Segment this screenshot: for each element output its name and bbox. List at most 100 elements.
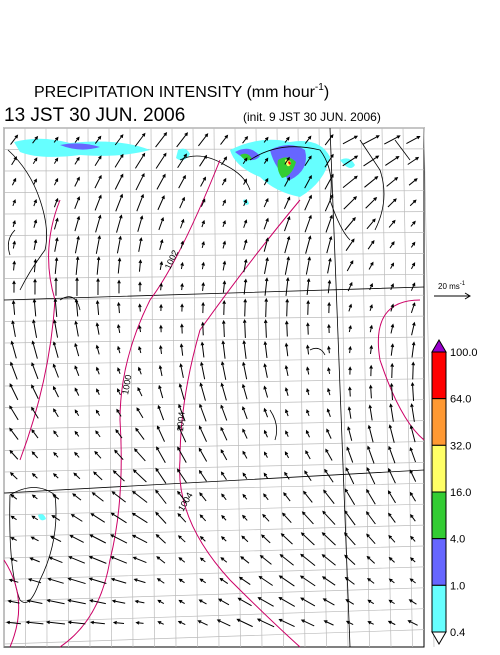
wind-arrow: [365, 196, 378, 209]
wind-arrow-shape: [409, 491, 416, 502]
wind-arrow: [89, 534, 107, 544]
wind-arrow-shape: [10, 494, 18, 500]
wind-arrow: [111, 491, 126, 503]
grid-line: [402, 127, 413, 648]
wind-arrow-shape: [306, 299, 310, 315]
title: PRECIPITATION INTENSITY (mm hour-1): [34, 82, 329, 101]
wind-arrow-shape: [410, 403, 415, 422]
wind-arrow-shape: [263, 197, 269, 208]
wind-arrow-shape: [53, 136, 59, 143]
wind-arrow: [263, 340, 268, 358]
wind-arrow-shape: [74, 451, 80, 458]
wind-arrow-shape: [201, 281, 205, 292]
wind-arrow: [90, 513, 106, 523]
wind-arrow-shape: [53, 408, 59, 418]
wind-arrow-shape: [278, 618, 295, 628]
grid-line: [3, 420, 425, 430]
wind-arrow: [177, 490, 187, 503]
wind-arrow-shape: [200, 198, 206, 207]
wind-arrow-shape: [116, 235, 122, 254]
wind-arrow-shape: [300, 619, 315, 627]
wind-arrow: [67, 598, 86, 605]
colorbar-label: 64.0: [450, 394, 471, 406]
wind-arrow: [12, 199, 16, 207]
wind-arrow-shape: [219, 577, 229, 584]
wind-arrow-shape: [242, 450, 248, 459]
wind-arrow-shape: [94, 135, 102, 144]
wind-arrow-shape: [12, 240, 16, 249]
wind-arrow-shape: [285, 277, 290, 296]
wind-arrow: [67, 620, 86, 625]
wind-arrow-shape: [279, 554, 294, 566]
wind-arrow-shape: [137, 386, 143, 397]
wind-arrow: [180, 218, 185, 229]
wind-arrow: [284, 342, 289, 357]
wind-arrow-shape: [199, 154, 208, 167]
wind-arrow: [199, 154, 208, 167]
wind-arrow: [135, 172, 145, 191]
wind-arrow: [243, 178, 247, 185]
wind-arrow-shape: [326, 428, 332, 439]
wind-arrow-shape: [369, 364, 373, 377]
wind-arrow: [284, 156, 290, 165]
wind-arrow-shape: [30, 536, 39, 542]
wind-arrow: [159, 324, 163, 333]
wind-arrow-shape: [390, 323, 395, 334]
grid-line: [3, 545, 425, 559]
wind-arrow: [110, 577, 127, 584]
wind-arrow-shape: [88, 555, 107, 564]
wind-arrow: [242, 472, 248, 479]
wind-arrow: [115, 193, 124, 212]
wind-arrow-shape: [198, 447, 208, 462]
wind-arrow: [263, 197, 269, 208]
wind-arrow-shape: [25, 620, 44, 625]
wind-arrow: [300, 532, 315, 546]
wind-arrow: [201, 241, 205, 249]
wind-arrow-shape: [177, 535, 186, 543]
wind-arrow-shape: [74, 342, 80, 357]
wind-arrow: [32, 157, 38, 165]
wind-arrow: [117, 345, 121, 354]
wind-arrow-shape: [284, 451, 290, 459]
wind-arrow-shape: [95, 409, 101, 416]
wind-arrow: [222, 220, 226, 228]
valid-time: 13 JST 30 JUN. 2006: [4, 105, 185, 126]
wind-arrow-shape: [10, 537, 17, 541]
wind-arrow: [6, 620, 21, 625]
wind-arrow-shape: [284, 176, 290, 187]
wind-arrow: [264, 297, 269, 318]
wind-arrow-shape: [94, 174, 102, 189]
wind-arrow-shape: [366, 577, 375, 584]
wind-arrow: [177, 446, 187, 463]
wind-arrow: [326, 428, 332, 439]
wind-arrow: [155, 489, 167, 504]
wind-arrow-shape: [300, 532, 315, 546]
wind-arrow: [33, 258, 38, 273]
wind-arrow-shape: [135, 172, 145, 191]
wind-arrow: [285, 277, 290, 296]
wind-arrow-shape: [344, 488, 356, 505]
wind-arrow-shape: [155, 467, 167, 484]
wind-arrow: [72, 493, 82, 501]
wind-arrow-shape: [285, 298, 290, 317]
wind-arrow: [218, 598, 230, 606]
wind-arrow-shape: [180, 240, 185, 249]
wind-arrow-shape: [197, 620, 208, 626]
wind-arrow-shape: [7, 599, 20, 604]
wind-arrow-shape: [138, 281, 142, 292]
wind-arrow: [284, 451, 290, 459]
wind-arrow-shape: [368, 404, 373, 421]
wind-arrow-shape: [199, 536, 206, 542]
wind-arrow: [259, 554, 272, 565]
wind-arrow: [177, 513, 187, 523]
wind-arrow: [117, 388, 121, 396]
wind-arrow-shape: [9, 405, 19, 421]
colorbar-label: 16.0: [450, 487, 471, 499]
wind-arrow-shape: [263, 493, 269, 501]
wind-arrow-shape: [117, 257, 122, 274]
wind-arrow: [199, 382, 206, 401]
wind-arrow: [263, 451, 268, 458]
wind-arrow: [117, 367, 121, 374]
wind-arrow-shape: [327, 387, 331, 396]
wind-arrow: [32, 319, 38, 338]
